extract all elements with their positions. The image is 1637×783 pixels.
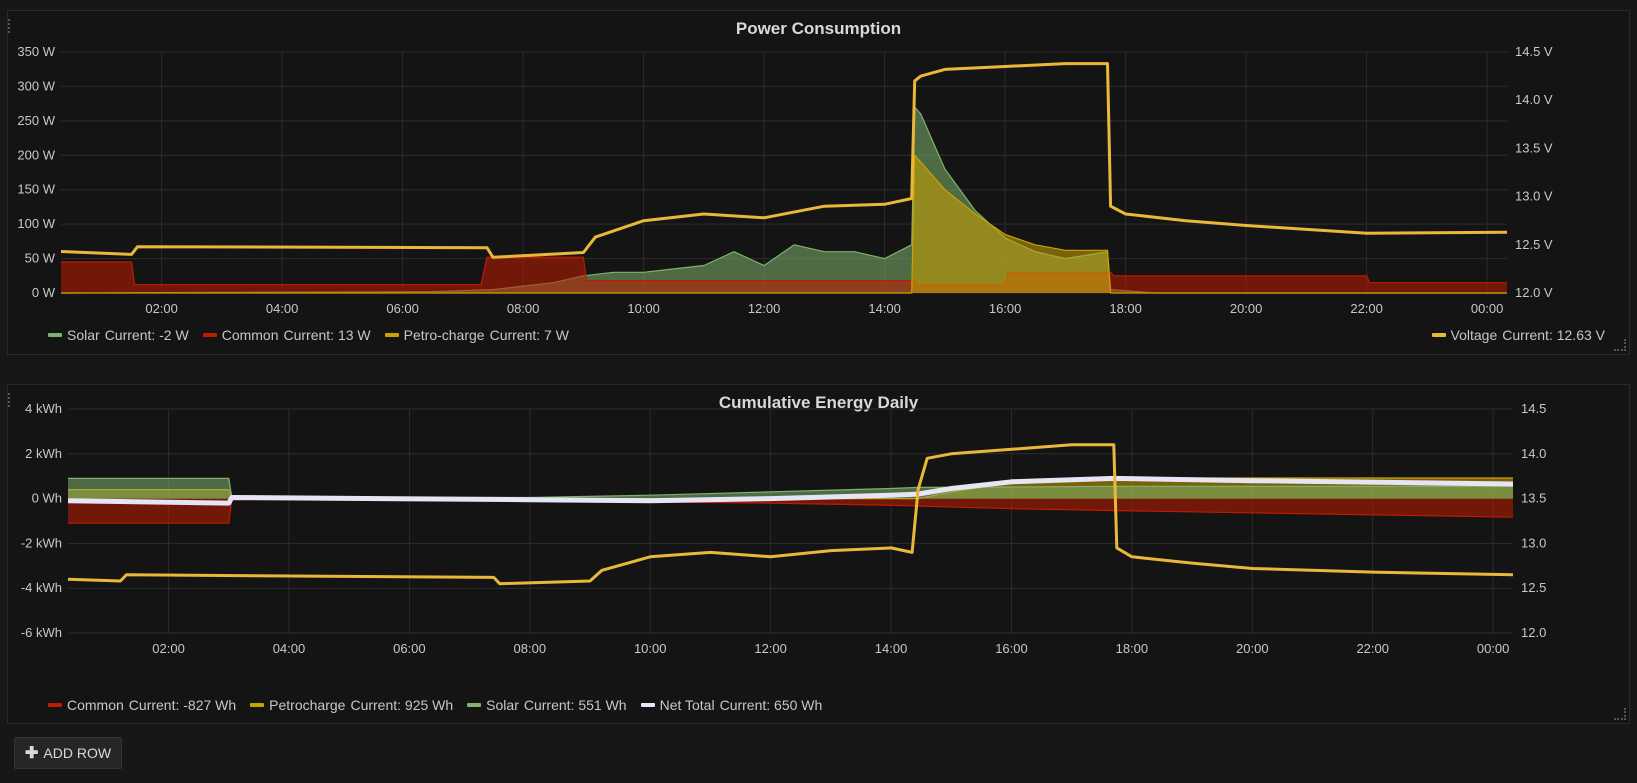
x-tick-label: 12:00 [754,641,787,656]
x-tick-label: 16:00 [989,301,1022,316]
cumulative-energy-chart[interactable]: -6 kWh -4 kWh -2 kWh 0 Wh 2 kWh 4 kWh 12.0 12.5… [8,385,1629,691]
y-left-tick-label: -4 kWh [21,580,62,595]
x-tick-label: 18:00 [1116,641,1149,656]
y-right-tick-label: 13.0 [1521,535,1546,550]
x-tick-label: 00:00 [1477,641,1510,656]
x-tick-label: 06:00 [386,301,419,316]
legend: Solar Current: -2 W Common Current: 13 W… [48,327,569,343]
y-left-tick-label: -6 kWh [21,625,62,640]
y-right-tick-label: 12.5 [1521,580,1546,595]
y-left-tick-label: 150 W [17,182,55,197]
x-tick-label: 22:00 [1350,301,1383,316]
legend-swatch [641,703,655,707]
y-right-tick-label: 12.5 V [1515,237,1553,252]
legend-swatch [48,333,62,337]
legend-item-solar[interactable]: Solar Current: -2 W [48,327,189,343]
legend-item-common[interactable]: Common Current: -827 Wh [48,697,236,713]
y-left-tick-label: 200 W [17,147,55,162]
legend: Common Current: -827 Wh Petrocharge Curr… [48,697,822,713]
y-left-tick-label: 0 W [32,285,56,300]
legend-swatch [467,703,481,707]
panel-resize-handle-icon[interactable] [1614,708,1626,720]
legend-value: Current: 13 W [284,327,371,343]
y-left-tick-label: 250 W [17,113,55,128]
x-tick-label: 14:00 [868,301,901,316]
x-tick-label: 00:00 [1471,301,1504,316]
y-left-tick-label: 350 W [17,44,55,59]
power-consumption-panel: Power Consumption 0 W 50 W 100 W 150 W 200 W… [7,10,1630,355]
x-tick-label: 16:00 [995,641,1028,656]
x-tick-label: 08:00 [507,301,540,316]
legend-label: Solar [486,697,519,713]
x-tick-label: 12:00 [748,301,781,316]
legend-value: Current: -827 Wh [129,697,236,713]
y-right-tick-label: 13.0 V [1515,189,1553,204]
legend-value: Current: 7 W [490,327,569,343]
y-right-tick-label: 13.5 V [1515,140,1553,155]
x-tick-label: 18:00 [1109,301,1142,316]
x-tick-label: 02:00 [145,301,178,316]
series-line-voltage [68,445,1513,584]
y-left-tick-label: -2 kWh [21,535,62,550]
y-left-tick-label: 4 kWh [25,401,62,416]
series-area-common [68,499,1513,524]
y-right-tick-label: 14.0 V [1515,92,1553,107]
plus-icon: ✚ [25,743,38,763]
legend-label: Net Total [660,697,715,713]
legend-label: Common [222,327,279,343]
legend-swatch [203,333,217,337]
legend-item-solar[interactable]: Solar Current: 551 Wh [467,697,626,713]
legend-swatch [385,333,399,337]
add-row-label: ADD ROW [43,745,111,761]
y-left-tick-label: 100 W [17,216,55,231]
x-tick-label: 08:00 [514,641,547,656]
legend-item-net-total[interactable]: Net Total Current: 650 Wh [641,697,823,713]
y-left-tick-label: 300 W [17,78,55,93]
x-tick-label: 02:00 [152,641,185,656]
legend-label: Common [67,697,124,713]
cumulative-energy-panel: Cumulative Energy Daily -6 kWh -4 kWh -2 k… [7,384,1630,724]
x-tick-label: 22:00 [1356,641,1389,656]
y-left-tick-label: 0 Wh [32,491,62,506]
add-row-button[interactable]: ✚ ADD ROW [14,737,122,769]
x-tick-label: 20:00 [1236,641,1269,656]
series-line-voltage [61,64,1507,258]
legend-label: Petrocharge [269,697,345,713]
legend-swatch [1432,333,1446,337]
legend-item-petro-charge[interactable]: Petro-charge Current: 7 W [385,327,569,343]
legend-swatch [48,703,62,707]
x-tick-label: 14:00 [875,641,908,656]
series-area-solar [61,107,1507,293]
legend-item-voltage[interactable]: Voltage Current: 12.63 V [1432,327,1605,343]
power-consumption-chart[interactable]: 0 W 50 W 100 W 150 W 200 W 250 W 300 W 350 W 12.… [8,11,1629,321]
x-tick-label: 10:00 [627,301,660,316]
legend-value: Current: 650 Wh [720,697,823,713]
x-tick-label: 04:00 [266,301,299,316]
y-left-tick-label: 2 kWh [25,446,62,461]
legend-swatch [250,703,264,707]
y-right-tick-label: 14.5 V [1515,44,1553,59]
y-right-tick-label: 13.5 [1521,491,1546,506]
x-tick-label: 06:00 [393,641,426,656]
y-right-tick-label: 12.0 V [1515,285,1553,300]
legend-value: Current: 551 Wh [524,697,627,713]
y-right-tick-label: 14.5 [1521,401,1546,416]
legend-label: Solar [67,327,100,343]
y-left-tick-label: 50 W [25,251,56,266]
legend-value: Current: 12.63 V [1502,327,1605,343]
y-right-tick-label: 12.0 [1521,625,1546,640]
y-right-tick-label: 14.0 [1521,446,1546,461]
panel-resize-handle-icon[interactable] [1614,339,1626,351]
x-tick-label: 20:00 [1230,301,1263,316]
x-tick-label: 10:00 [634,641,667,656]
x-tick-label: 04:00 [273,641,306,656]
legend-value: Current: -2 W [105,327,189,343]
legend-label: Petro-charge [404,327,485,343]
legend-item-common[interactable]: Common Current: 13 W [203,327,371,343]
legend-value: Current: 925 Wh [350,697,453,713]
legend-item-petrocharge[interactable]: Petrocharge Current: 925 Wh [250,697,453,713]
legend-label: Voltage [1451,327,1498,343]
